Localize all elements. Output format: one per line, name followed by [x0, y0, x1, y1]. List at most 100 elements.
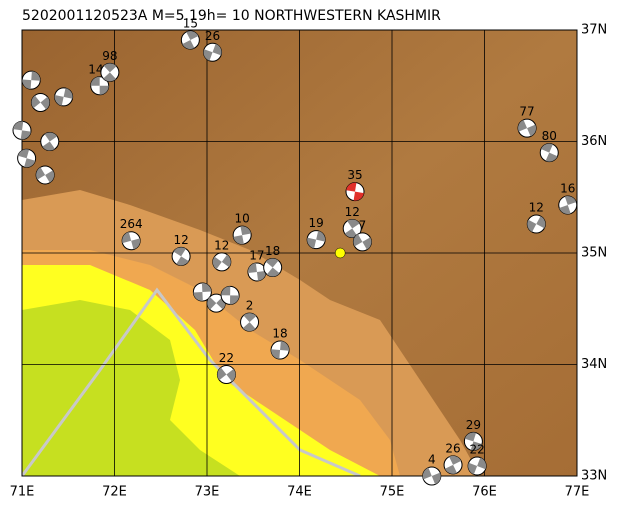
beachball — [263, 257, 283, 277]
depth-label: 15 — [183, 17, 198, 31]
beachball — [345, 182, 365, 202]
x-tick-label: 72E — [102, 485, 127, 500]
compression-quadrant — [40, 96, 50, 110]
beachball — [463, 431, 483, 451]
compression-quadrant — [24, 158, 36, 168]
compression-quadrant — [444, 464, 457, 474]
map-frame — [21, 29, 578, 477]
beachball — [212, 252, 232, 272]
x-tick-label: 74E — [287, 485, 312, 500]
compression-quadrant — [226, 368, 236, 382]
compression-quadrant — [22, 79, 32, 90]
beachball — [171, 246, 191, 266]
compression-quadrant — [103, 63, 117, 73]
epicenter — [334, 247, 346, 259]
beachball — [526, 214, 546, 234]
compression-quadrant — [346, 182, 357, 192]
depth-label: 16 — [560, 182, 575, 196]
compression-quadrant — [44, 132, 58, 142]
compression-quadrant — [307, 237, 317, 249]
compression-quadrant — [559, 205, 571, 215]
compression-quadrant — [344, 228, 358, 238]
compression-quadrant — [362, 237, 372, 250]
depth-label: 264 — [120, 217, 143, 231]
compression-quadrant — [31, 71, 41, 81]
depth-label: 80 — [542, 129, 557, 143]
y-tick-label: 33N — [581, 469, 607, 484]
compression-quadrant — [54, 95, 64, 106]
compression-quadrant — [193, 292, 203, 302]
y-tick-label: 37N — [581, 23, 607, 38]
compression-quadrant — [176, 256, 189, 266]
beachball — [180, 30, 200, 50]
compression-quadrant — [212, 256, 222, 270]
compression-quadrant — [353, 234, 363, 247]
beachball — [206, 293, 226, 313]
compression-quadrant — [207, 296, 217, 310]
depth-label: 7 — [359, 218, 367, 232]
compression-quadrant — [422, 467, 432, 480]
depth-label: 10 — [235, 212, 250, 226]
compression-quadrant — [518, 119, 528, 132]
compression-quadrant — [13, 121, 24, 131]
compression-quadrant — [280, 341, 290, 351]
beachball — [100, 62, 120, 82]
compression-quadrant — [316, 230, 326, 242]
beachball — [232, 225, 252, 245]
beachball — [31, 92, 50, 112]
beachball — [203, 42, 223, 62]
compression-quadrant — [353, 191, 364, 201]
compression-quadrant — [36, 167, 46, 180]
compression-quadrant — [20, 130, 31, 140]
compression-quadrant — [229, 295, 240, 305]
beachball — [90, 76, 110, 96]
x-tick-label: 76E — [472, 485, 497, 500]
compression-quadrant — [271, 349, 281, 359]
compression-quadrant — [212, 43, 222, 56]
compression-quadrant — [470, 441, 483, 451]
beachball — [192, 282, 212, 302]
compression-quadrant — [243, 313, 257, 323]
depth-label: 26 — [445, 441, 460, 455]
compression-quadrant — [527, 219, 537, 232]
compression-quadrant — [90, 76, 100, 86]
beachball — [539, 143, 559, 163]
compression-quadrant — [266, 267, 280, 277]
depth-label: 22 — [469, 442, 484, 456]
compression-quadrant — [527, 124, 537, 137]
beachball — [306, 230, 326, 250]
beachball — [216, 365, 236, 385]
beachball — [40, 132, 60, 151]
compression-quadrant — [449, 455, 462, 465]
beachball — [247, 262, 267, 282]
compression-quadrant — [201, 283, 212, 293]
compression-quadrant — [103, 72, 117, 82]
depth-label: 22 — [219, 351, 234, 365]
y-tick-label: 35N — [581, 246, 607, 261]
border-line — [22, 287, 361, 476]
depth-label: 12 — [214, 238, 229, 252]
beachball — [270, 340, 290, 360]
compression-quadrant — [217, 367, 227, 381]
compression-quadrant — [31, 95, 41, 109]
compression-quadrant — [63, 88, 73, 99]
depth-label: 77 — [519, 105, 534, 119]
beachball — [352, 232, 372, 252]
compression-quadrant — [242, 322, 256, 332]
y-tick-label: 36N — [581, 134, 607, 149]
depth-label: 4 — [428, 453, 436, 467]
x-tick-label: 75E — [380, 485, 405, 500]
compression-quadrant — [42, 141, 55, 151]
compression-quadrant — [256, 270, 266, 281]
depth-label: 18 — [265, 244, 280, 258]
compression-quadrant — [173, 247, 186, 257]
x-tick-label: 73E — [195, 485, 220, 500]
beachball — [17, 148, 37, 168]
compression-quadrant — [347, 219, 360, 229]
beachball — [342, 218, 362, 238]
compression-quadrant — [545, 152, 558, 162]
depth-label: 18 — [272, 327, 287, 341]
depth-label: 2 — [246, 299, 254, 313]
depth-label: 12 — [529, 201, 544, 215]
